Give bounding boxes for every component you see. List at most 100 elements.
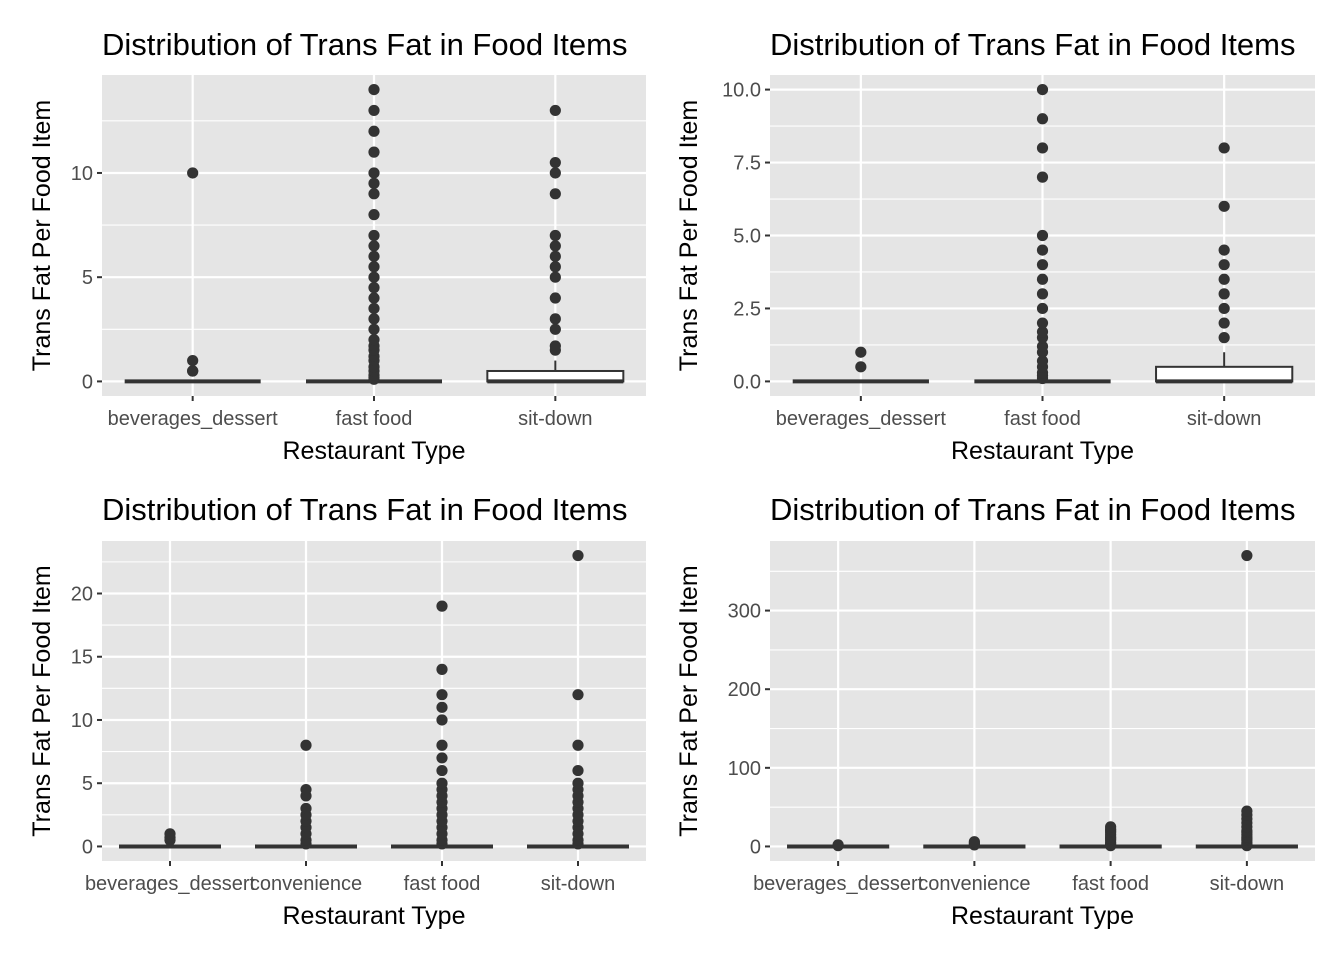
outlier-point: [1036, 340, 1049, 352]
outlier-point: [368, 292, 380, 304]
outlier-point: [1218, 288, 1230, 300]
boxplot-beverages-dessert: [792, 346, 929, 384]
outlier-point: [1036, 229, 1049, 242]
chart-title: Distribution of Trans Fat in Food Items: [102, 492, 628, 527]
outlier-point: [1036, 273, 1049, 285]
x-tick-label: sit-down: [1210, 873, 1284, 895]
x-tick-label: sit-down: [541, 873, 615, 895]
outlier-point: [368, 83, 380, 96]
outlier-point: [368, 177, 380, 189]
y-tick-label: 10: [71, 163, 93, 185]
outlier-point: [368, 146, 380, 158]
outlier-point: [1218, 302, 1230, 315]
outlier-point: [549, 292, 561, 304]
y-axis-title: Trans Fat Per Food Item: [28, 565, 56, 836]
outlier-point: [1218, 332, 1230, 344]
boxplot-sit-down: [486, 104, 625, 384]
x-axis-title: Restaurant Type: [951, 902, 1134, 930]
plot-panel: [102, 541, 646, 861]
boxplot-sit-down: [527, 549, 629, 850]
x-tick-label: beverages_dessert: [85, 873, 256, 895]
outlier-point: [436, 701, 448, 713]
x-tick-label: convenience: [250, 873, 362, 895]
x-tick-label: fast food: [336, 408, 413, 430]
outlier-point: [1036, 259, 1049, 271]
y-tick-label: 0.0: [733, 371, 761, 393]
outlier-point: [855, 346, 867, 358]
y-tick-label: 10: [71, 710, 93, 732]
outlier-point: [549, 167, 561, 179]
outlier-point: [549, 240, 561, 252]
outlier-point: [1036, 317, 1049, 329]
outlier-point: [436, 739, 448, 751]
outlier-point: [368, 261, 380, 273]
outlier-point: [549, 261, 561, 273]
outlier-point: [572, 549, 584, 562]
boxplot-convenience: [255, 739, 357, 850]
outlier-point: [1036, 171, 1049, 183]
outlier-point: [436, 689, 448, 701]
chart-panel-2: 0.0 2.5 5.0 7.5 10.0 beverages_dessert fast fo…: [675, 27, 1315, 465]
chart-panel-1: 0 5 10 beverages_dessert fast food sit-down Di…: [28, 27, 646, 465]
x-axis-title: Restaurant Type: [283, 437, 466, 465]
outlier-point: [368, 209, 380, 221]
outlier-point: [368, 282, 380, 294]
outlier-point: [368, 250, 380, 262]
outlier-point: [368, 323, 380, 335]
y-tick-label: 7.5: [733, 153, 761, 175]
outlier-point: [368, 104, 380, 117]
outlier-point: [368, 240, 380, 252]
x-tick-label: fast food: [1004, 408, 1081, 430]
chart-title: Distribution of Trans Fat in Food Items: [102, 27, 628, 62]
x-tick-label: fast food: [404, 873, 481, 895]
boxplot-fast-food: [391, 600, 493, 850]
boxplot-fast-food: [1059, 821, 1162, 852]
outlier-point: [187, 354, 199, 367]
outlier-point: [436, 777, 448, 789]
outlier-point: [1218, 244, 1230, 256]
outlier-point: [1218, 259, 1230, 271]
y-tick-label: 5: [82, 773, 93, 795]
y-tick-label: 5.0: [733, 226, 761, 248]
boxplot-beverages-dessert: [124, 167, 261, 384]
outlier-point: [549, 313, 561, 325]
outlier-point: [187, 365, 199, 377]
outlier-point: [572, 739, 584, 751]
outlier-point: [300, 739, 312, 751]
outlier-point: [549, 323, 561, 335]
box-body: [1155, 365, 1294, 383]
outlier-point: [1241, 805, 1253, 817]
x-tick-label: beverages_dessert: [108, 408, 279, 430]
outlier-point: [1241, 549, 1253, 562]
outlier-point: [1036, 83, 1049, 96]
y-tick-label: 2.5: [733, 298, 761, 320]
outlier-point: [968, 836, 980, 848]
boxplot-beverages-dessert: [787, 839, 890, 852]
outlier-point: [855, 361, 867, 373]
outlier-point: [549, 188, 561, 200]
chart-title: Distribution of Trans Fat in Food Items: [770, 27, 1296, 62]
boxplot-sit-down: [1195, 549, 1298, 852]
y-axis-title: Trans Fat Per Food Item: [675, 565, 703, 836]
x-axis-title: Restaurant Type: [951, 437, 1134, 465]
outlier-point: [1036, 355, 1049, 367]
outlier-point: [572, 689, 584, 701]
outlier-point: [436, 714, 448, 726]
outlier-point: [368, 188, 380, 200]
y-tick-label: 5: [82, 267, 93, 289]
y-axis-title: Trans Fat Per Food Item: [28, 100, 56, 371]
y-tick-label: 10.0: [722, 80, 761, 102]
outlier-point: [436, 600, 448, 612]
outlier-point: [368, 302, 380, 315]
x-tick-label: beverages_dessert: [753, 873, 924, 895]
outlier-point: [300, 783, 312, 796]
outlier-point: [572, 764, 584, 777]
y-tick-label: 200: [728, 679, 761, 701]
outlier-point: [1036, 288, 1049, 300]
x-tick-label: sit-down: [1187, 408, 1261, 430]
outlier-point: [1105, 821, 1117, 833]
outlier-point: [1036, 142, 1049, 154]
x-tick-label: sit-down: [518, 408, 592, 430]
